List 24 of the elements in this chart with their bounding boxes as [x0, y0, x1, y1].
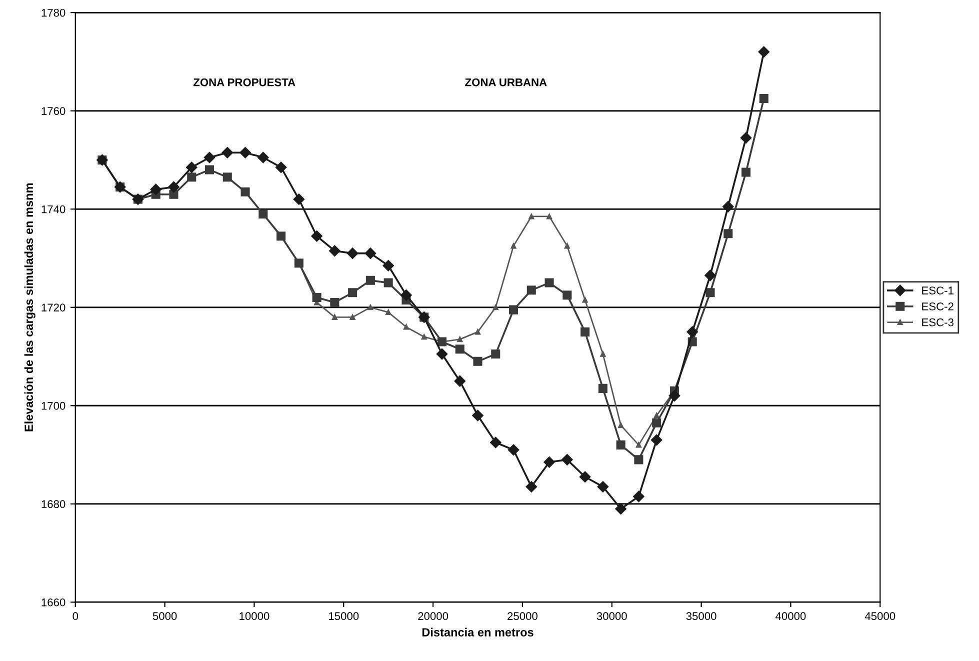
annotation: ZONA URBANA [465, 78, 547, 86]
y-tick-label: 1720 [42, 304, 66, 312]
x-tick-label: 15000 [329, 612, 359, 620]
y-tick-label: 1780 [42, 8, 66, 17]
x-axis-title: Distancia en metros [422, 628, 534, 636]
y-tick-label: 1760 [42, 107, 66, 115]
y-tick-label: 1680 [42, 500, 66, 508]
legend-label: ESC-2 [922, 302, 954, 310]
y-tick-label: 1700 [42, 402, 66, 410]
x-tick-label: 30000 [596, 612, 627, 620]
legend-label: ESC-3 [922, 318, 954, 326]
annotation: ZONA PROPUESTA [193, 78, 296, 86]
y-tick-label: 1740 [42, 205, 66, 214]
y-tick-label: 1660 [42, 598, 66, 606]
x-tick-label: 20000 [418, 612, 448, 620]
x-tick-label: 5000 [152, 612, 177, 620]
x-tick-label: 25000 [508, 612, 538, 620]
x-tick-label: 40000 [776, 612, 806, 620]
x-tick-label: 10000 [240, 612, 270, 620]
y-axis-title: Elevación de las cargas simuladas en msnm [24, 183, 36, 432]
x-tick-label: 0 [72, 612, 78, 620]
x-tick-label: 35000 [686, 612, 716, 620]
x-tick-label: 45000 [864, 612, 896, 620]
legend-label: ESC-1 [922, 286, 954, 294]
